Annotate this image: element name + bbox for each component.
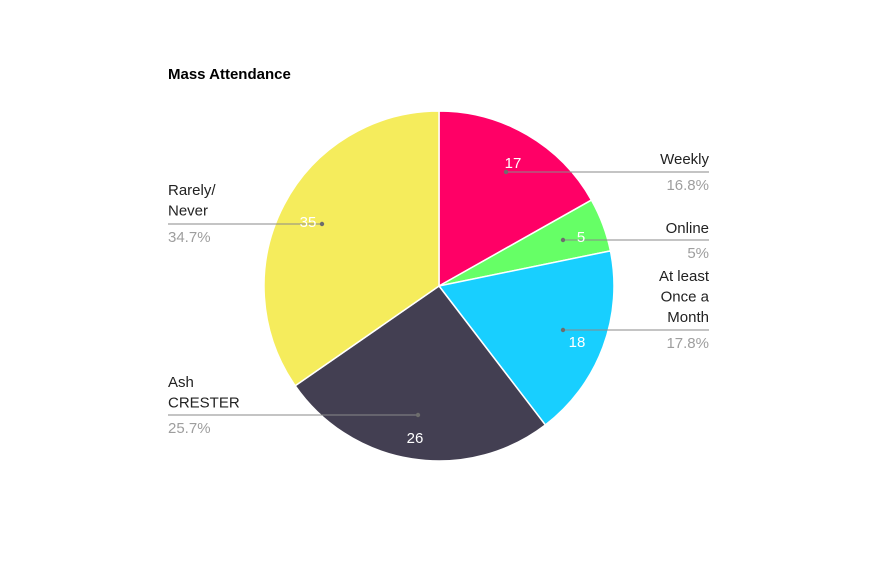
leader-dot [503,169,509,175]
slice-category-label: Online [666,220,709,237]
data-label: 5 [577,229,585,246]
slice-category-label: Month [667,309,709,326]
slice-category-label: CRESTER [168,395,240,412]
pie-slice[interactable] [263,110,440,387]
data-label: 35 [300,214,317,231]
slice-category-label: At least [659,268,710,285]
leader-dot [560,237,566,243]
data-label: 18 [569,334,586,351]
slice-percent-label: 34.7% [168,229,211,246]
slice-category-label: Weekly [660,151,709,168]
slice-percent-label: 25.7% [168,420,211,437]
leader-dot [415,412,421,418]
slice-percent-label: 16.8% [666,177,709,194]
slice-category-label: Ash [168,374,194,391]
data-label: 26 [407,430,424,447]
slice-category-label: Never [168,203,208,220]
pie-slice[interactable] [294,284,547,462]
data-label: 17 [505,155,522,172]
pie-slice[interactable] [438,110,593,288]
slice-category-label: Rarely/ [168,182,216,199]
slice-category-label: Once a [661,289,710,306]
pie-slice[interactable] [437,249,615,427]
leader-dot [319,221,325,227]
slice-percent-label: 5% [687,245,709,262]
leader-dot [560,327,566,333]
slice-percent-label: 17.8% [666,335,709,352]
chart-title: Mass Attendance [168,66,291,83]
